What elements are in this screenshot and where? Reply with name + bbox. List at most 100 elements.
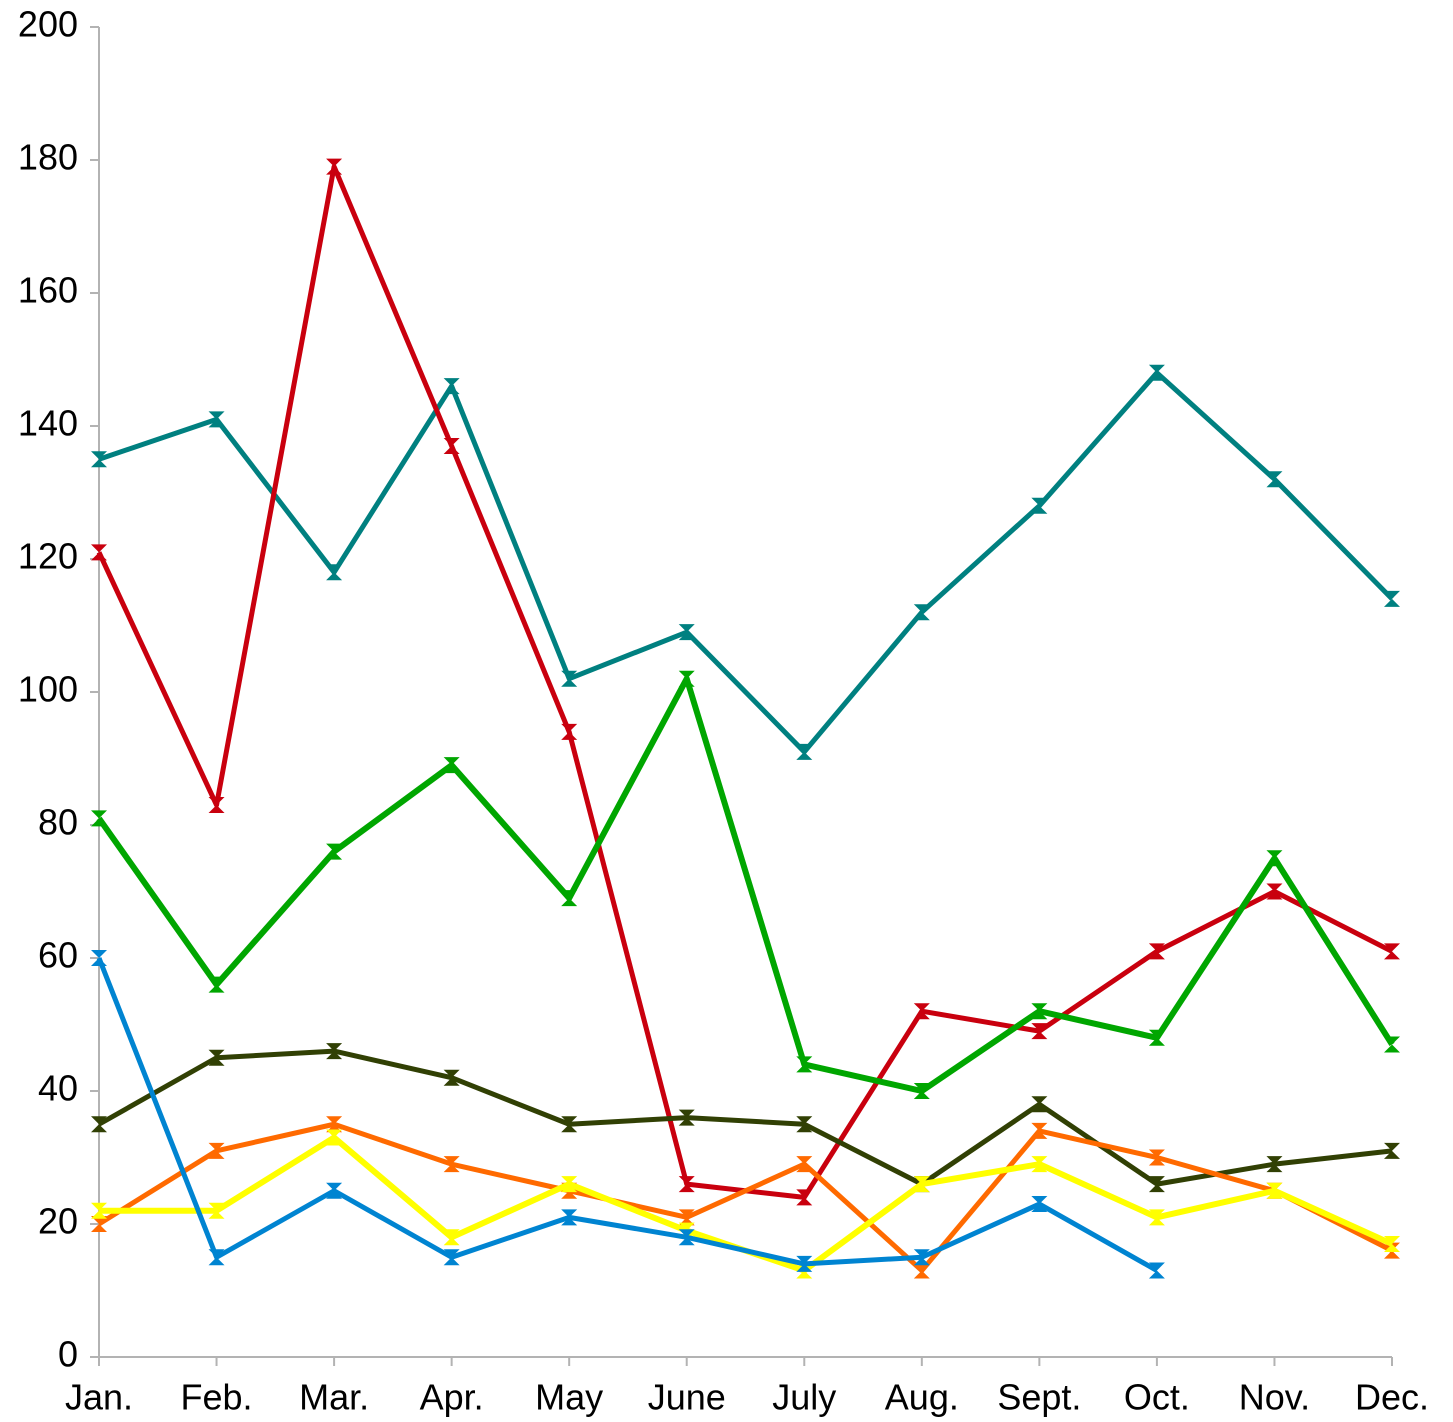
series-line bbox=[96, 164, 1394, 1200]
series-marker bbox=[1031, 1122, 1048, 1139]
series-marker bbox=[561, 1176, 578, 1193]
x-tick-label: Jan. bbox=[65, 1377, 133, 1418]
y-tick-label: 60 bbox=[38, 935, 78, 976]
series-marker bbox=[1148, 1262, 1165, 1279]
series-marker bbox=[678, 1176, 695, 1193]
series-line bbox=[97, 1048, 1393, 1187]
x-tick-label: Mar. bbox=[299, 1377, 369, 1418]
series-marker bbox=[796, 1189, 813, 1206]
series-line bbox=[98, 370, 1394, 755]
series-marker bbox=[443, 1069, 460, 1086]
series-marker bbox=[208, 1249, 225, 1266]
series-marker bbox=[1031, 1096, 1048, 1113]
series-marker bbox=[91, 1202, 107, 1219]
series-marker bbox=[796, 1116, 813, 1133]
series-marker bbox=[796, 1156, 813, 1173]
x-tick-label: July bbox=[772, 1377, 836, 1418]
series-marker bbox=[913, 1176, 930, 1193]
series-marker bbox=[443, 1229, 460, 1246]
series-marker bbox=[678, 624, 695, 641]
y-tick-label: 40 bbox=[38, 1068, 78, 1109]
series-marker bbox=[443, 378, 460, 395]
x-tick-label: Oct. bbox=[1124, 1377, 1190, 1418]
series-marker bbox=[1384, 590, 1400, 607]
series-marker bbox=[1031, 1003, 1048, 1020]
series-marker bbox=[326, 843, 343, 860]
series-marker bbox=[326, 1116, 343, 1133]
series-marker bbox=[561, 1209, 578, 1226]
series-marker bbox=[1266, 850, 1283, 867]
series-marker bbox=[796, 1056, 813, 1073]
y-tick-label: 200 bbox=[18, 4, 78, 45]
series-marker bbox=[561, 890, 578, 907]
series-marker bbox=[561, 1116, 578, 1133]
x-tick-label: Aug. bbox=[885, 1377, 959, 1418]
series-marker bbox=[796, 1255, 813, 1272]
series-marker bbox=[1148, 1176, 1165, 1193]
series-marker bbox=[1384, 1142, 1400, 1159]
series-line bbox=[96, 957, 1159, 1273]
series-marker bbox=[678, 1109, 695, 1126]
series-marker bbox=[326, 158, 343, 175]
y-tick-label: 80 bbox=[38, 802, 78, 843]
series-marker bbox=[1148, 364, 1165, 381]
series-marker bbox=[1148, 1209, 1165, 1226]
series-marker bbox=[913, 1249, 930, 1266]
series-marker bbox=[91, 950, 107, 966]
x-tick-label: Dec. bbox=[1355, 1377, 1429, 1418]
series-line bbox=[96, 675, 1395, 1094]
series-marker bbox=[1031, 497, 1048, 514]
series-marker bbox=[913, 1262, 930, 1279]
series-marker bbox=[326, 1182, 343, 1199]
series-marker bbox=[443, 437, 460, 454]
series-marker bbox=[91, 810, 107, 827]
series-marker bbox=[208, 1142, 225, 1159]
series-marker bbox=[326, 1043, 343, 1060]
series-marker bbox=[443, 757, 460, 774]
series-marker bbox=[91, 1216, 107, 1232]
series-marker bbox=[1266, 1156, 1283, 1173]
series-line bbox=[97, 1121, 1394, 1274]
y-tick-label: 100 bbox=[18, 669, 78, 710]
series-marker bbox=[1266, 883, 1283, 900]
y-tick-label: 0 bbox=[58, 1334, 78, 1375]
series-marker bbox=[1384, 943, 1400, 960]
series-marker bbox=[208, 797, 225, 814]
series-marker bbox=[208, 976, 225, 993]
y-tick-label: 160 bbox=[18, 270, 78, 311]
x-tick-label: Sept. bbox=[997, 1377, 1081, 1418]
series-marker bbox=[1148, 1149, 1165, 1166]
series-marker bbox=[1031, 1196, 1048, 1213]
series-marker bbox=[1031, 1156, 1048, 1173]
series-marker bbox=[913, 1083, 930, 1099]
series-marker bbox=[678, 1229, 695, 1246]
x-tick-label: Apr. bbox=[420, 1377, 484, 1418]
series-marker bbox=[561, 670, 578, 687]
series-marker bbox=[208, 411, 225, 428]
series-marker bbox=[1148, 1029, 1165, 1046]
series-marker bbox=[208, 1049, 225, 1066]
series-marker bbox=[91, 1116, 107, 1133]
series-marker bbox=[91, 451, 107, 468]
series-marker bbox=[1384, 1036, 1400, 1053]
x-tick-label: Nov. bbox=[1239, 1377, 1310, 1418]
y-tick-label: 120 bbox=[18, 536, 78, 577]
series-marker bbox=[443, 1249, 460, 1266]
series-marker bbox=[208, 1202, 225, 1219]
x-tick-label: Feb. bbox=[181, 1377, 253, 1418]
y-tick-label: 140 bbox=[18, 403, 78, 444]
y-tick-label: 180 bbox=[18, 137, 78, 178]
series-marker bbox=[443, 1156, 460, 1173]
series-marker bbox=[326, 564, 343, 581]
series-marker bbox=[1148, 943, 1165, 960]
series-marker bbox=[678, 1209, 695, 1226]
series-marker bbox=[913, 604, 930, 621]
series-marker bbox=[326, 1129, 343, 1146]
series-marker bbox=[1031, 1023, 1048, 1040]
series-marker bbox=[796, 743, 813, 760]
series-marker bbox=[1266, 1182, 1283, 1199]
series-marker bbox=[91, 544, 107, 561]
x-tick-label: June bbox=[648, 1377, 726, 1418]
y-tick-label: 20 bbox=[38, 1201, 78, 1242]
